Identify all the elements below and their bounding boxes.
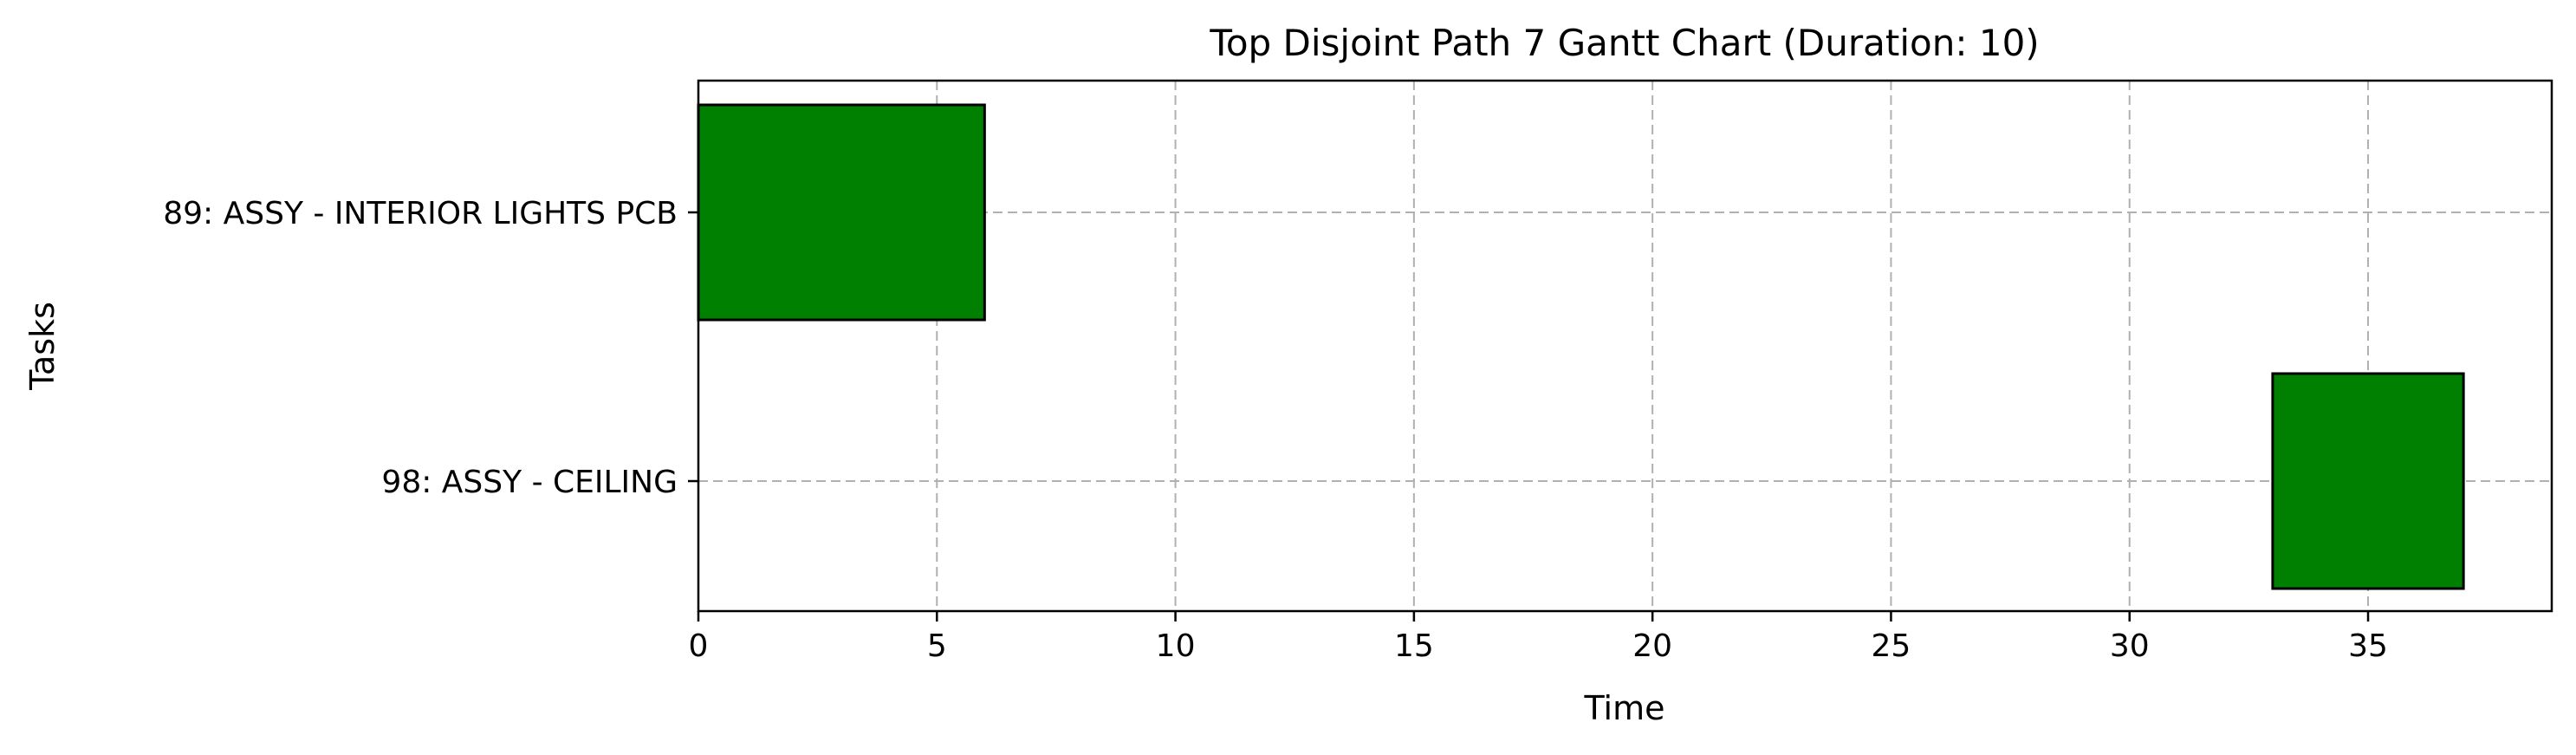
chart-title: Top Disjoint Path 7 Gantt Chart (Duratio… — [1209, 22, 2039, 64]
y-axis-label: Tasks — [23, 302, 62, 391]
task-label: 98: ASSY - CEILING — [381, 465, 678, 500]
task-bar — [697, 103, 986, 322]
task-bar — [2271, 372, 2465, 590]
x-tick-label: 20 — [1632, 628, 1672, 664]
x-tick-label: 30 — [2110, 628, 2150, 664]
plot-frame — [697, 79, 2553, 613]
tick-layer: 0 5 10 15 20 25 30 35 89: ASSY - INTERIOR LIGHTS… — [163, 196, 2388, 664]
x-tick-label: 5 — [927, 628, 947, 664]
x-tick-label: 25 — [1872, 628, 1911, 664]
bar-layer — [697, 103, 2465, 590]
x-tick-label: 15 — [1394, 628, 1434, 664]
x-tick-label: 10 — [1156, 628, 1196, 664]
x-tick-label: 0 — [689, 628, 709, 664]
x-tick-label: 35 — [2348, 628, 2388, 664]
x-axis-label: Time — [1584, 689, 1665, 727]
task-label: 89: ASSY - INTERIOR LIGHTS PCB — [163, 196, 678, 231]
